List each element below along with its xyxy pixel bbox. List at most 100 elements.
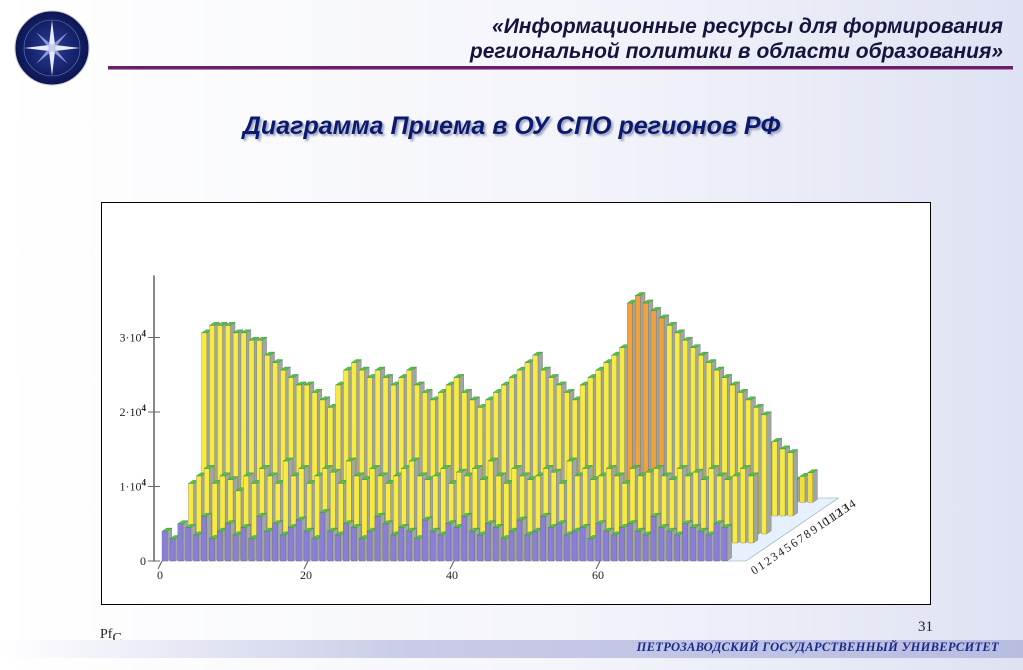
bar xyxy=(761,414,767,535)
bar-top xyxy=(653,465,664,469)
bar-top xyxy=(353,472,365,477)
bar-top xyxy=(282,457,294,462)
bar-top xyxy=(566,457,578,462)
bar xyxy=(713,523,720,562)
bar xyxy=(532,531,538,562)
bar-top xyxy=(421,516,433,521)
bar xyxy=(799,476,806,503)
x-tick-label: 40 xyxy=(446,568,458,582)
bar-top xyxy=(342,520,354,524)
bar xyxy=(732,475,738,544)
bar-top xyxy=(345,457,357,462)
bar-top xyxy=(511,465,522,469)
bar-top xyxy=(603,527,614,532)
bar xyxy=(748,475,754,544)
bar-top xyxy=(697,351,709,356)
bar-top xyxy=(319,396,331,401)
bar-top xyxy=(563,389,575,393)
bar xyxy=(240,527,247,562)
bar xyxy=(314,475,320,544)
bar-top xyxy=(303,381,315,386)
bar-top xyxy=(550,468,562,473)
bar-top xyxy=(681,520,693,524)
bar xyxy=(416,475,423,544)
bar xyxy=(201,516,207,562)
bar xyxy=(224,523,231,562)
bar-top xyxy=(634,292,646,296)
bar xyxy=(335,534,341,562)
presentation-title: «Информационные ресурсы для формирования… xyxy=(303,14,1003,64)
bar xyxy=(674,534,680,562)
bar xyxy=(563,534,570,562)
bar-top xyxy=(374,366,386,371)
bar-side xyxy=(812,469,818,503)
bar xyxy=(185,527,192,562)
bar-top xyxy=(629,465,641,469)
bar-top xyxy=(382,374,394,378)
bar-top xyxy=(539,512,551,517)
pf-sub: C xyxy=(112,631,122,646)
university-logo xyxy=(14,10,90,86)
bar-top xyxy=(579,524,591,528)
bar xyxy=(524,534,531,562)
bar xyxy=(627,523,633,562)
bar xyxy=(193,534,199,562)
bar xyxy=(272,523,278,562)
bar-top xyxy=(713,366,725,371)
bar xyxy=(311,538,318,562)
x-tick xyxy=(449,560,455,570)
bar-top xyxy=(421,389,433,393)
bar-top xyxy=(327,527,338,532)
bar-top xyxy=(484,520,496,524)
bar-top xyxy=(358,366,370,371)
bar-top xyxy=(582,465,593,469)
bar-top xyxy=(161,527,173,532)
bar-top xyxy=(650,512,662,517)
bar-side xyxy=(753,472,759,544)
bar-top xyxy=(689,524,701,528)
x-tick xyxy=(303,560,309,570)
bar xyxy=(280,534,286,562)
x-tick-label: 60 xyxy=(592,568,604,582)
bar xyxy=(453,527,460,562)
page-number: 31 xyxy=(918,619,933,635)
bar-top xyxy=(626,520,638,524)
bar-top xyxy=(455,468,467,473)
bar xyxy=(232,534,239,562)
bar-top xyxy=(329,468,341,473)
bar xyxy=(361,479,368,544)
bar-top xyxy=(492,524,504,528)
bar-top xyxy=(405,527,417,532)
bar xyxy=(807,472,813,503)
bar-top xyxy=(279,366,291,371)
bar-top xyxy=(697,527,709,532)
bar-top xyxy=(650,307,662,311)
bar-top xyxy=(413,381,425,386)
bar-top xyxy=(185,524,196,528)
bar-top xyxy=(771,438,783,442)
bar-top xyxy=(729,381,741,386)
bar-side xyxy=(766,411,772,535)
bar xyxy=(611,534,617,562)
bar-top xyxy=(461,512,472,517)
bar xyxy=(351,527,357,562)
bar xyxy=(390,534,396,562)
bar-side xyxy=(726,524,732,562)
bar-top xyxy=(540,366,551,371)
bar-top xyxy=(311,389,323,393)
bar xyxy=(256,516,262,562)
z-tick-label: 1·104 xyxy=(120,478,147,494)
bar-top xyxy=(716,472,727,477)
bar-top xyxy=(224,322,236,326)
bar xyxy=(358,538,365,562)
bar-top xyxy=(440,465,451,469)
bar-top xyxy=(548,374,559,378)
bar-top xyxy=(295,381,307,386)
bar-top xyxy=(258,465,270,469)
bar xyxy=(721,527,728,562)
bar-top xyxy=(676,465,688,469)
bar-top xyxy=(660,472,672,477)
bar-top xyxy=(532,351,544,356)
bar-top xyxy=(737,389,749,393)
